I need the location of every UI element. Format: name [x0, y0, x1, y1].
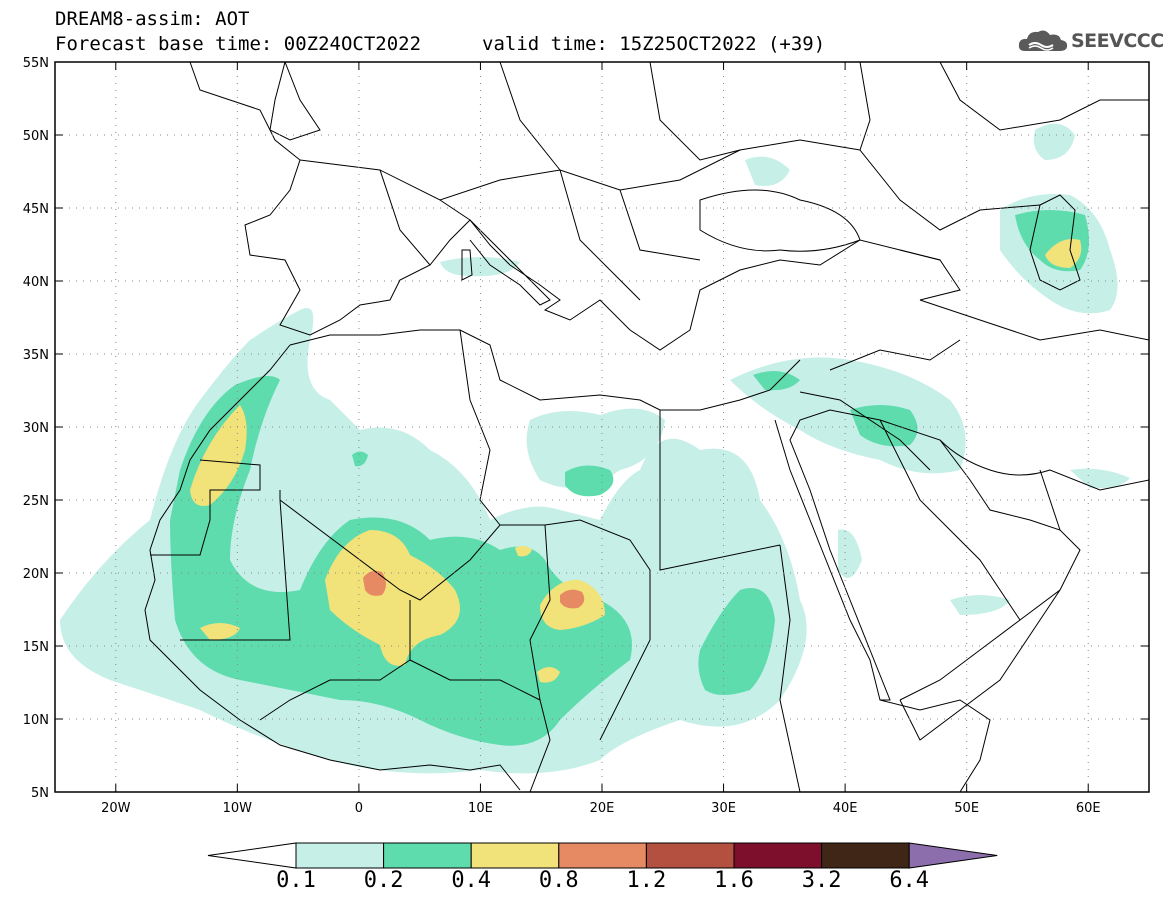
aot-band-light: [526, 408, 665, 488]
colorbar-segment: [558, 842, 647, 869]
aot-band-yellow: [200, 623, 240, 640]
lat-tick-label: 15N: [23, 640, 49, 655]
valid-time: valid time: 15Z25OCT2022 (+39): [482, 33, 826, 55]
lat-tick-label: 30N: [23, 421, 49, 436]
aot-band-green: [698, 588, 775, 695]
colorbar-level-label: 1.6: [714, 868, 754, 893]
lat-tick-label: 40N: [23, 275, 49, 290]
aot-band-light: [838, 529, 862, 578]
aot-band-light: [745, 156, 790, 186]
lon-tick-label: 10W: [223, 801, 253, 816]
colorbar-level-label: 0.1: [276, 868, 316, 893]
aot-band-green: [850, 405, 918, 447]
aot-band-yellow: [537, 667, 560, 683]
colorbar-segment: [470, 842, 560, 869]
aot-band-light: [1033, 123, 1075, 160]
colorbar-segment: [821, 842, 910, 869]
aot-band-yellow: [1045, 239, 1082, 268]
lat-tick-label: 25N: [23, 494, 49, 509]
aot-band-yellow: [515, 545, 532, 557]
lat-tick-label: 45N: [23, 202, 49, 217]
lat-tick-label: 5N: [31, 786, 49, 801]
lon-tick-label: 20E: [590, 801, 615, 816]
lon-tick-label: 10E: [468, 801, 493, 816]
aot-band-light: [950, 595, 1010, 615]
forecast-base-time: Forecast base time: 00Z24OCT2022: [55, 33, 422, 55]
map-title: DREAM8-assim: AOT: [55, 8, 250, 30]
logo-text: SEEVCCC: [1071, 30, 1164, 52]
colorbar-over-arrow: [908, 842, 998, 869]
aot-contours: [60, 123, 1130, 774]
colorbar-level-label: 1.2: [626, 868, 667, 893]
lon-tick-label: 50E: [954, 801, 979, 816]
lat-tick-label: 55N: [23, 56, 49, 71]
lon-tick-label: 30E: [711, 801, 736, 816]
aot-band-light: [1070, 468, 1130, 489]
aot-band-yellow: [325, 530, 460, 666]
lat-tick-label: 35N: [23, 348, 49, 363]
colorbar-under-arrow: [207, 842, 297, 869]
seevccc-logo: SEEVCCC: [1017, 26, 1164, 56]
colorbar-level-label: 6.4: [889, 868, 930, 893]
colorbar-segment: [295, 842, 385, 869]
lat-tick-label: 50N: [23, 129, 49, 144]
aot-band-light: [440, 257, 520, 277]
colorbar-segment: [733, 842, 823, 869]
colorbar-level-label: 0.2: [363, 868, 404, 893]
aot-band-green: [753, 371, 800, 391]
colorbar-level-label: 3.2: [801, 868, 842, 893]
country-borders: [144, 62, 1149, 792]
colorbar-level-label: 0.8: [538, 868, 579, 893]
graticule: [55, 62, 1149, 792]
lat-tick-label: 10N: [23, 713, 49, 728]
aot-band-green: [352, 451, 368, 467]
colorbar-segment: [645, 842, 735, 869]
colorbar-level-label: 0.4: [451, 868, 492, 893]
colorbar-segment: [383, 842, 472, 869]
lon-tick-label: 0: [355, 801, 363, 816]
lat-tick-label: 20N: [23, 567, 49, 582]
lon-tick-label: 60E: [1076, 801, 1101, 816]
aot-band-green: [565, 465, 614, 497]
aot-band-orange: [363, 570, 386, 596]
aot-band-yellow: [190, 405, 247, 506]
aot-band-orange: [560, 589, 585, 609]
lon-tick-label: 20W: [101, 801, 131, 816]
lon-tick-label: 40E: [833, 801, 858, 816]
colorbar: [207, 842, 998, 869]
cloud-icon: [1018, 30, 1068, 51]
